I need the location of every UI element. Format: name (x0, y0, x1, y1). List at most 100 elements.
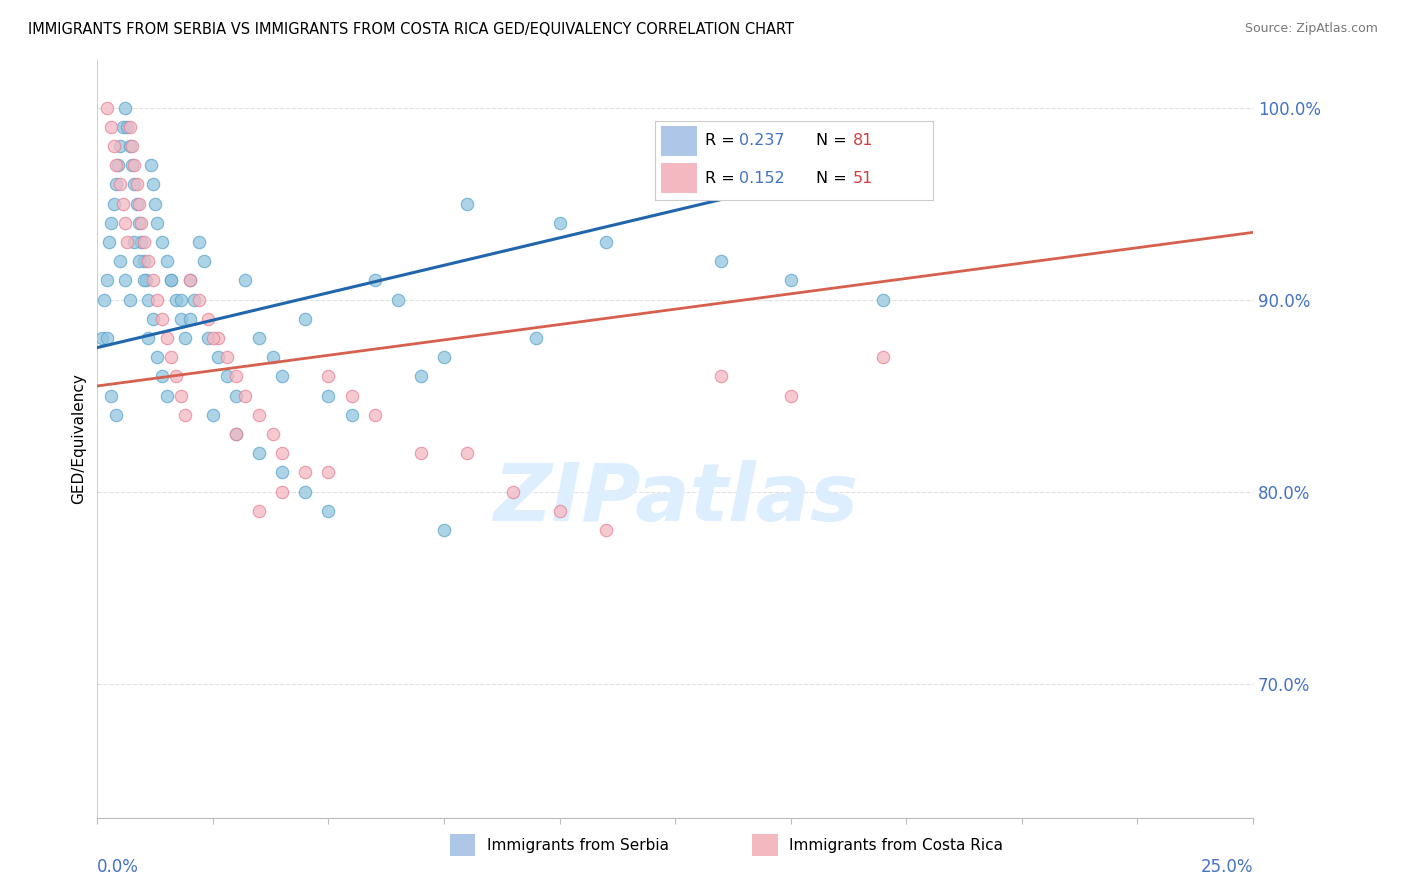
Point (128, 216, 150, 230)
Point (121, 139, 143, 153)
Text: R =: R = (706, 133, 740, 148)
Point (548, 504, 571, 518)
Point (93, 293, 115, 307)
Point (247, 504, 270, 518)
Text: N =: N = (817, 133, 852, 148)
Point (114, 216, 136, 230)
Text: N =: N = (817, 171, 852, 186)
Point (114, 101, 136, 115)
Point (104, 178, 127, 192)
Point (387, 293, 409, 307)
Point (271, 446, 294, 460)
Point (215, 369, 238, 384)
Point (132, 254, 155, 268)
Point (318, 369, 340, 384)
Text: 25.0%: 25.0% (1201, 858, 1253, 876)
Text: R =: R = (706, 171, 740, 186)
Point (179, 273, 201, 287)
Point (142, 311, 165, 326)
Text: 81: 81 (852, 133, 873, 148)
Point (340, 408, 363, 422)
Point (207, 350, 229, 364)
FancyBboxPatch shape (661, 126, 697, 155)
Point (294, 311, 316, 326)
Point (225, 427, 247, 442)
Point (150, 311, 173, 326)
Text: ZIPatlas: ZIPatlas (492, 460, 858, 539)
Point (128, 196, 150, 211)
Point (207, 331, 229, 345)
Point (146, 293, 169, 307)
Point (118, 293, 141, 307)
Point (114, 273, 136, 287)
Point (233, 388, 256, 402)
Point (169, 293, 191, 307)
Point (174, 331, 197, 345)
Point (318, 466, 340, 480)
Point (118, 139, 141, 153)
Point (183, 293, 205, 307)
Point (526, 331, 548, 345)
Point (710, 369, 733, 384)
Point (262, 427, 284, 442)
Point (143, 196, 166, 211)
Point (169, 311, 191, 326)
Point (201, 408, 224, 422)
Point (111, 196, 134, 211)
Point (142, 178, 165, 192)
Point (225, 369, 247, 384)
Point (179, 273, 201, 287)
Point (124, 235, 146, 249)
Point (197, 311, 219, 326)
Point (193, 254, 215, 268)
Point (262, 350, 284, 364)
Point (197, 331, 219, 345)
Point (340, 388, 363, 402)
Point (104, 158, 127, 172)
Point (136, 293, 159, 307)
Point (595, 235, 617, 249)
Point (124, 158, 146, 172)
Point (433, 523, 456, 537)
Point (150, 235, 173, 249)
Point (142, 273, 165, 287)
Point (121, 158, 143, 172)
Point (548, 216, 571, 230)
Point (502, 484, 524, 499)
Point (188, 293, 211, 307)
Text: IMMIGRANTS FROM SERBIA VS IMMIGRANTS FROM COSTA RICA GED/EQUIVALENCY CORRELATION: IMMIGRANTS FROM SERBIA VS IMMIGRANTS FRO… (28, 22, 794, 37)
Point (146, 350, 169, 364)
Point (96, 331, 118, 345)
Point (215, 350, 238, 364)
Point (294, 484, 316, 499)
Point (271, 466, 294, 480)
Point (225, 427, 247, 442)
Point (710, 254, 733, 268)
Point (110, 139, 132, 153)
Point (132, 235, 155, 249)
Point (96, 101, 118, 115)
Point (96, 273, 118, 287)
Point (100, 120, 122, 134)
Point (136, 331, 159, 345)
Point (174, 408, 197, 422)
Point (165, 293, 187, 307)
Point (103, 196, 125, 211)
Point (156, 331, 179, 345)
Point (135, 273, 157, 287)
Point (188, 235, 211, 249)
Point (91, 331, 114, 345)
Point (160, 273, 183, 287)
Text: 51: 51 (852, 171, 873, 186)
Point (165, 369, 187, 384)
Text: 0.152: 0.152 (738, 171, 785, 186)
Point (110, 254, 132, 268)
Point (456, 196, 478, 211)
FancyBboxPatch shape (661, 163, 697, 194)
Point (125, 178, 148, 192)
Point (225, 388, 247, 402)
Point (247, 331, 270, 345)
Point (103, 139, 125, 153)
Point (363, 273, 385, 287)
Point (433, 350, 456, 364)
